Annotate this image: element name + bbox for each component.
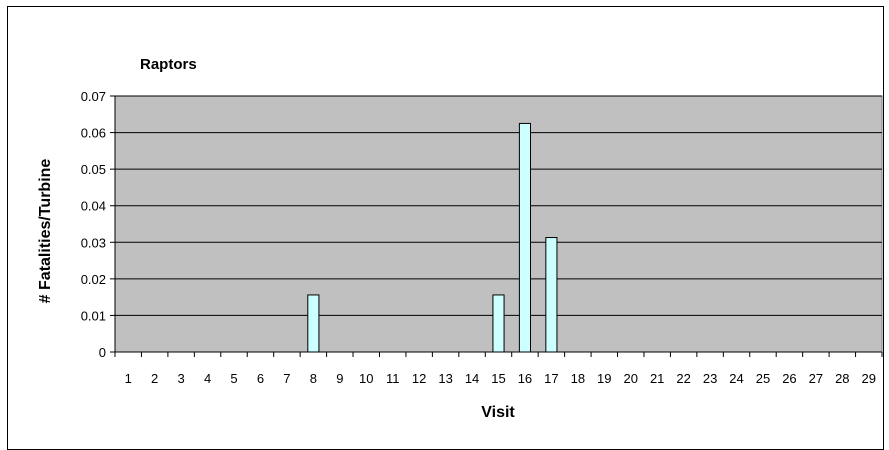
x-tick-label: 26 [782,371,796,386]
x-tick-label: 5 [230,371,237,386]
bar-visit-15 [492,294,505,353]
x-tick-label: 18 [571,371,585,386]
x-axis: 1 2 3 4 5 6 7 8 9 10 11 12 13 14 15 16 17 18 19 20 21 22 23 24 2… [114,351,883,386]
x-tick-label: 13 [438,371,452,386]
bar-visit-17 [545,237,558,353]
x-tick-label: 19 [597,371,611,386]
y-tick-label: 0 [99,345,106,360]
bar-visit-8 [307,294,320,353]
y-tick-label: 0.04 [81,199,106,214]
x-tick-label: 25 [756,371,770,386]
x-tick-label: 11 [386,371,400,386]
y-tick-label: 0.01 [81,308,106,323]
x-tick-label: 6 [257,371,264,386]
y-axis-label: # Fatalities/Turbine [37,159,54,304]
x-tick-label: 4 [204,371,211,386]
x-tick-label: 9 [336,371,343,386]
x-tick-label: 2 [151,371,158,386]
x-tick-label: 15 [491,371,505,386]
x-tick-label: 24 [729,371,743,386]
y-tick-label: 0.06 [81,126,106,141]
y-tick-label: 0.02 [81,272,106,287]
x-tick-label: 27 [809,371,823,386]
x-tick-label: 23 [703,371,717,386]
y-axis: 0 0.01 0.02 0.03 0.04 0.05 0.06 0.07 [81,89,116,360]
x-tick-label: 7 [283,371,290,386]
chart-title: Raptors [140,56,197,73]
x-tick-label: 12 [412,371,426,386]
x-tick-label: 21 [650,371,664,386]
y-tick-label: 0.05 [81,162,106,177]
x-axis-label: Visit [481,404,515,421]
y-tick-label: 0.03 [81,235,106,250]
x-tick-label: 16 [518,371,532,386]
x-tick-label: 29 [862,371,876,386]
y-tick-label: 0.07 [81,89,106,104]
x-tick-label: 1 [125,371,132,386]
x-tick-label: 14 [465,371,479,386]
bar-visit-16 [518,122,532,353]
x-tick-label: 17 [544,371,558,386]
x-tick-label: 8 [310,371,317,386]
x-tick-label: 10 [359,371,373,386]
x-tick-label: 3 [178,371,185,386]
x-tick-label: 20 [624,371,638,386]
x-tick-label: 28 [835,371,849,386]
x-tick-label: 22 [676,371,690,386]
